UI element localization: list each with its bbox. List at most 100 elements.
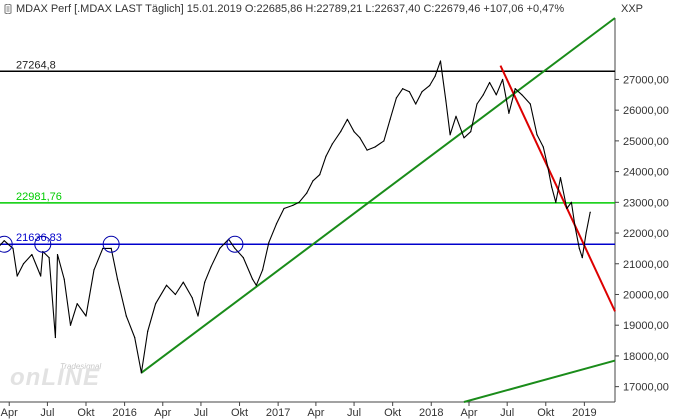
x-tick-label: Okt — [537, 407, 554, 419]
price-point — [366, 149, 368, 151]
price-point — [434, 75, 436, 77]
price-point — [383, 140, 385, 142]
price-point — [0, 244, 1, 246]
price-point — [589, 211, 591, 213]
watermark-brand: onLINE — [10, 364, 100, 391]
price-point — [353, 131, 355, 133]
x-tick-label: Okt — [231, 407, 248, 419]
support-touch-circle — [34, 235, 52, 253]
price-point — [147, 330, 149, 332]
support-touch-circle — [226, 235, 244, 253]
x-tick-label: Jul — [500, 407, 514, 419]
price-point — [210, 266, 212, 268]
price-point — [134, 336, 136, 339]
y-tick-label: 26000,00 — [623, 105, 669, 117]
watermark-sub: Tradesignal — [60, 362, 102, 371]
y-tick-label: 18000,00 — [623, 351, 669, 363]
price-point — [514, 88, 516, 90]
trend-line — [140, 17, 616, 374]
price-point — [76, 303, 78, 305]
price-point — [346, 118, 348, 120]
price-point — [255, 284, 257, 286]
x-tick-label: Apr — [154, 407, 171, 419]
price-point — [234, 247, 236, 249]
price-point — [482, 94, 484, 96]
brand-watermark: Tradesignal onLINE — [8, 362, 120, 394]
price-point — [182, 281, 184, 283]
price-point — [275, 223, 278, 225]
price-point — [22, 263, 25, 265]
price-point — [445, 100, 447, 102]
price-point — [56, 253, 59, 256]
price-point — [298, 201, 300, 203]
price-point — [85, 315, 87, 317]
price-point — [574, 226, 576, 228]
price-point — [93, 269, 95, 271]
chart-header: MDAX Perf [.MDAX LAST Täglich] 15.01.201… — [16, 3, 565, 15]
horizontal-level-label: 27264,8 — [16, 59, 56, 71]
price-point — [155, 303, 157, 305]
x-tick-label: 2017 — [266, 407, 290, 419]
price-point — [340, 131, 342, 133]
price-point — [174, 293, 176, 296]
price-point — [69, 324, 72, 326]
price-point — [191, 296, 193, 299]
chart-menu-icon[interactable] — [4, 4, 12, 14]
price-point — [536, 134, 538, 136]
price-point — [40, 275, 42, 277]
price-point — [428, 84, 431, 87]
y-tick-label: 19000,00 — [623, 320, 669, 332]
price-point — [325, 155, 327, 157]
x-tick-label: Apr — [307, 407, 324, 419]
price-point — [542, 146, 544, 148]
price-point — [546, 164, 549, 167]
price-point — [242, 257, 244, 259]
x-tick-label: 2016 — [112, 407, 136, 419]
price-point — [402, 88, 404, 90]
price-point — [12, 247, 14, 249]
price-point — [197, 315, 199, 317]
price-point — [374, 146, 376, 148]
price-point — [312, 180, 314, 182]
y-tick-label: 21000,00 — [623, 259, 669, 271]
price-point — [455, 115, 457, 117]
price-point — [262, 269, 264, 271]
price-point — [48, 257, 50, 259]
x-tick-label: 2018 — [419, 407, 443, 419]
price-point — [585, 232, 587, 234]
price-point — [110, 247, 112, 249]
price-point — [31, 253, 33, 256]
price-point — [116, 278, 119, 280]
price-point — [521, 94, 523, 96]
price-point — [204, 281, 206, 283]
x-tick-label: Okt — [384, 407, 401, 419]
y-tick-label: 17000,00 — [623, 382, 669, 394]
price-point — [283, 207, 285, 210]
price-point — [501, 78, 504, 81]
x-tick-label: Apr — [460, 407, 477, 419]
price-point — [3, 240, 5, 242]
price-point — [54, 336, 56, 339]
x-tick-label: Jul — [347, 407, 361, 419]
price-point — [63, 278, 65, 280]
price-point — [140, 372, 142, 374]
support-touch-circle — [0, 235, 13, 253]
price-point — [559, 177, 562, 179]
price-point — [439, 60, 442, 62]
y-tick-label: 24000,00 — [623, 167, 669, 179]
price-point — [319, 174, 321, 176]
price-point — [551, 186, 553, 188]
price-point — [102, 247, 104, 249]
price-point — [395, 97, 398, 99]
price-point — [16, 275, 18, 277]
price-point — [581, 257, 583, 259]
trend-line — [499, 65, 616, 312]
price-point — [408, 91, 411, 93]
y-tick-label: 23000,00 — [623, 197, 669, 209]
price-point — [508, 112, 510, 114]
y-tick-label: 22000,00 — [623, 228, 669, 240]
price-series-line — [0, 60, 591, 374]
x-tick-label: Apr — [1, 407, 18, 419]
